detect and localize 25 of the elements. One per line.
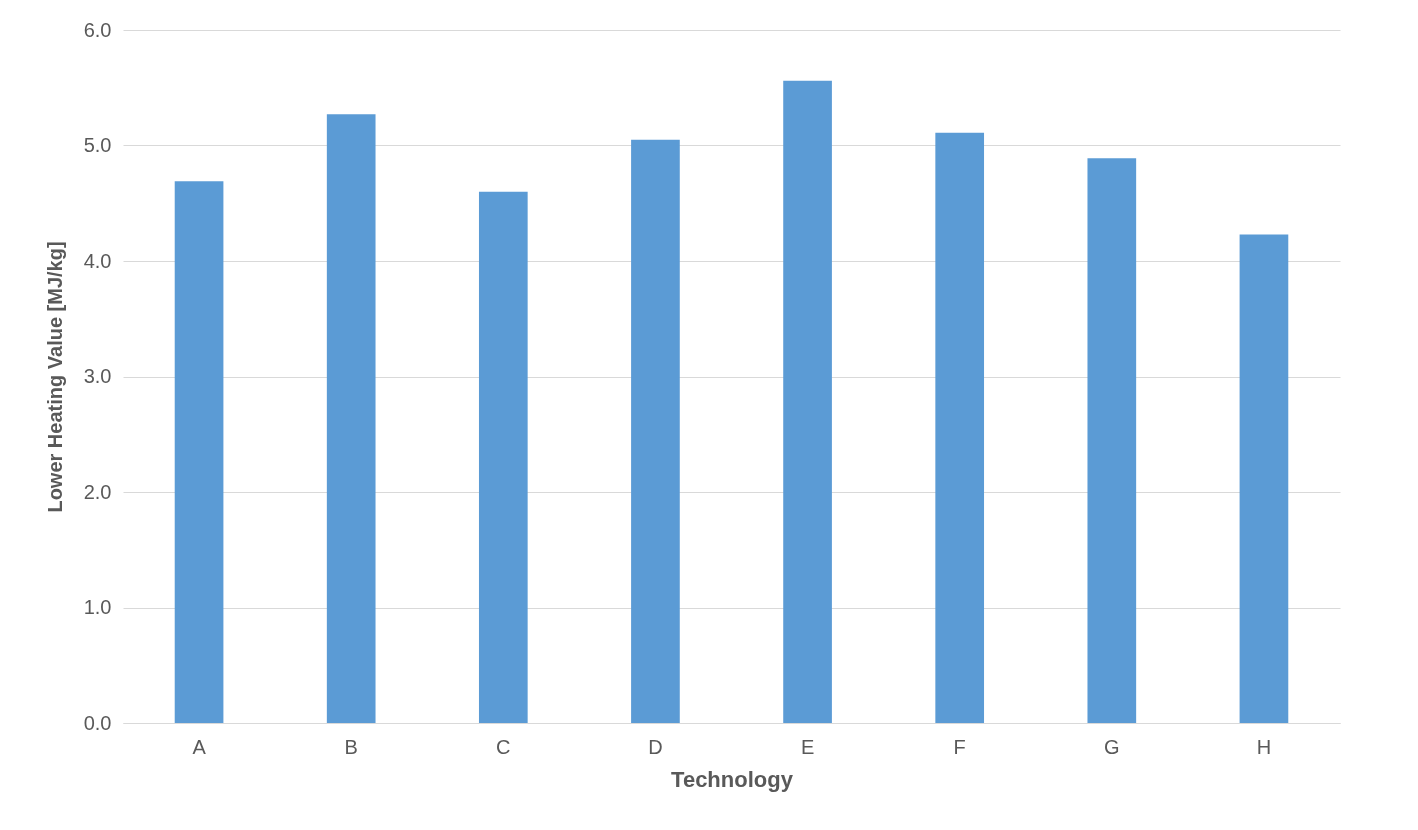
y-tick-label: 1.0 (83, 596, 112, 618)
y-tick-label: 3.0 (83, 365, 112, 387)
bar (935, 132, 985, 723)
y-axis-title: Lower Heating Value [MJ/kg] (43, 241, 66, 513)
x-tick-label: E (800, 735, 815, 758)
y-tick-label: 2.0 (83, 480, 112, 503)
x-tick-label: A (192, 735, 207, 758)
bar (783, 80, 832, 723)
bar (326, 114, 376, 723)
x-tick-label: F (953, 735, 966, 758)
x-axis-title: Technology (671, 766, 794, 792)
x-tick-label: C (496, 735, 511, 758)
x-tick-label: H (1256, 735, 1272, 758)
bar (174, 181, 224, 723)
y-tick-label: 6.0 (83, 18, 112, 41)
bar (478, 191, 528, 723)
x-tick-label: G (1104, 735, 1120, 758)
x-tick-label: D (648, 735, 663, 758)
bar (631, 139, 680, 723)
x-tick-label: B (344, 735, 358, 758)
y-tick-label: 4.0 (83, 249, 112, 272)
y-tick-label: 0.0 (83, 711, 112, 734)
y-tick-label: 5.0 (83, 134, 112, 156)
bar (1087, 158, 1137, 723)
bar (1239, 234, 1289, 723)
